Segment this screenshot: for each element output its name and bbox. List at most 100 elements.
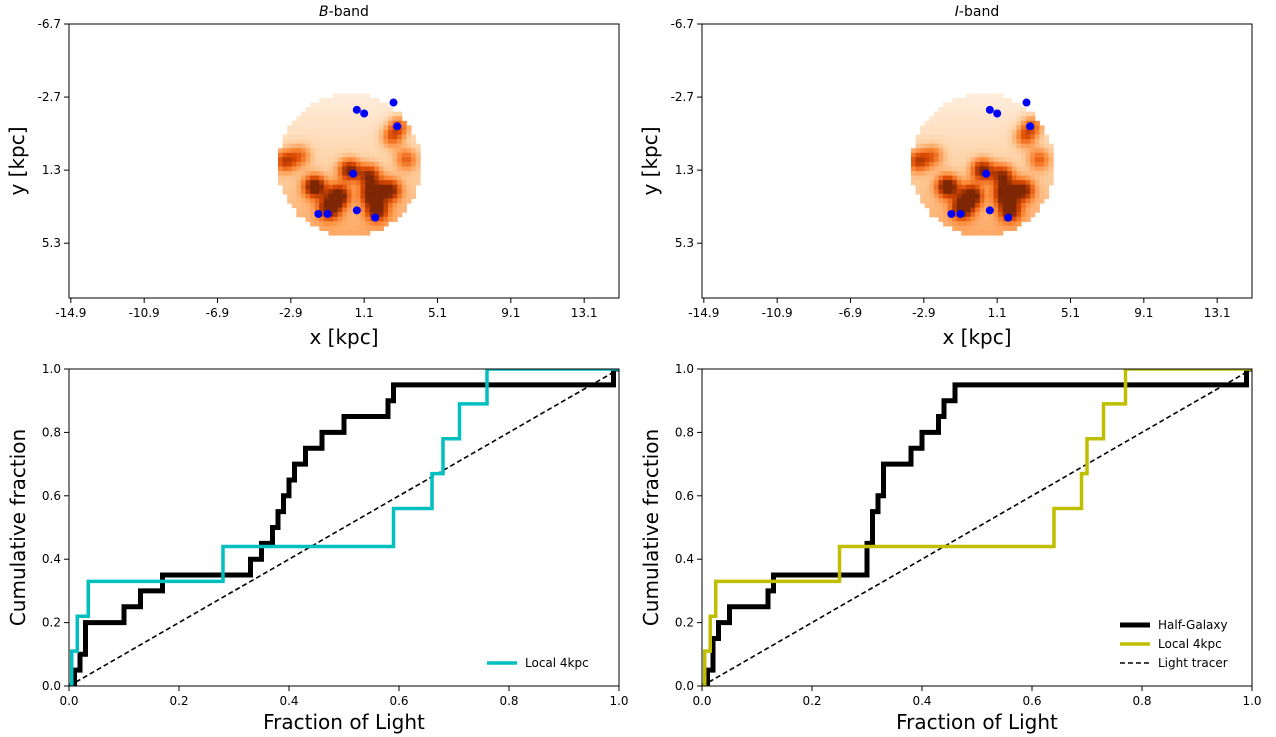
heatmap-cell xyxy=(378,184,385,190)
heatmap-cell xyxy=(360,102,366,108)
heatmap-cell xyxy=(966,189,972,195)
heatmap-cell xyxy=(933,184,940,190)
heatmap-cell xyxy=(966,216,972,222)
heatmap-cell xyxy=(998,116,1004,122)
heatmap-cell xyxy=(392,143,398,149)
heatmap-cell xyxy=(346,152,352,158)
heatmap-cell xyxy=(933,129,940,136)
heatmap-cell xyxy=(351,125,357,131)
heatmap-cell xyxy=(401,139,407,145)
heatmap-cell xyxy=(310,180,316,186)
x-tick-label: 0.0 xyxy=(692,694,711,708)
heatmap-cell xyxy=(915,161,921,168)
heatmap-cell xyxy=(911,152,917,158)
heatmap-cell xyxy=(310,148,316,154)
y-axis-title: y [kpc] xyxy=(638,126,662,195)
heatmap-cell xyxy=(305,207,311,213)
heatmap-cell xyxy=(979,129,985,136)
heatmap-cell xyxy=(360,193,366,200)
heatmap-cell xyxy=(988,193,995,200)
heatmap-cell xyxy=(383,102,389,108)
heatmap-cell xyxy=(984,175,990,181)
heatmap-cell xyxy=(401,180,407,186)
heatmap-cell xyxy=(975,216,981,222)
heatmap-cell xyxy=(388,157,394,163)
plot-frame xyxy=(68,368,620,687)
heatmap-cell xyxy=(355,225,362,232)
heatmap-cell xyxy=(374,107,380,113)
heatmap-cell xyxy=(333,180,339,186)
heatmap-cell xyxy=(388,125,394,131)
heatmap-cell xyxy=(998,102,1004,108)
heatmap-cell xyxy=(415,157,421,163)
heatmap-cell xyxy=(1007,203,1013,209)
heatmap-cell xyxy=(1002,221,1008,227)
heatmap-cell xyxy=(966,125,972,131)
heatmap-cell xyxy=(365,116,371,122)
heatmap-cell xyxy=(966,157,972,163)
heatmap-cell xyxy=(1021,161,1027,168)
plot-area xyxy=(702,369,1252,686)
heatmap-cell xyxy=(365,203,371,209)
heatmap-cell xyxy=(952,139,958,145)
y-tick-label: 0.2 xyxy=(675,616,694,630)
heatmap-cell xyxy=(1016,203,1022,209)
legend-label: Half-Galaxy xyxy=(1158,618,1228,632)
heatmap-cell xyxy=(333,198,339,204)
heatmap-cell xyxy=(993,161,999,168)
heatmap-cell xyxy=(924,157,930,163)
heatmap-cell xyxy=(924,175,930,181)
heatmap-cell xyxy=(282,166,288,172)
heatmap-cell xyxy=(1030,180,1036,186)
heatmap-cell xyxy=(975,189,981,195)
heatmap-cell xyxy=(397,207,403,213)
heatmap-cell xyxy=(310,161,316,168)
y-tick-label: 0.6 xyxy=(675,489,694,503)
heatmap-cell xyxy=(287,129,293,136)
heatmap-cell xyxy=(291,120,297,126)
heatmap-cell xyxy=(282,175,288,181)
heatmap-cell xyxy=(966,139,972,145)
heatmap-cell xyxy=(998,184,1004,190)
panel-title: B-band xyxy=(319,4,369,20)
heatmap-cell xyxy=(943,161,949,168)
heatmap-cell xyxy=(943,184,949,190)
heatmap-cell xyxy=(924,143,930,149)
heatmap-cell xyxy=(956,125,963,131)
heatmap-cell xyxy=(410,148,417,154)
heatmap-cell xyxy=(310,102,316,108)
heatmap-cell xyxy=(1011,198,1018,204)
heatmap-cell xyxy=(287,171,293,177)
heatmap-cell xyxy=(929,166,935,172)
heatmap-cell xyxy=(374,221,380,227)
heatmap-cell xyxy=(970,193,976,200)
heatmap-cell xyxy=(319,152,325,158)
heatmap-cell xyxy=(378,166,385,172)
heatmap-cell xyxy=(1016,216,1022,222)
heatmap-cell xyxy=(392,180,398,186)
heatmap-cell xyxy=(392,198,398,204)
heatmap-cell xyxy=(374,157,380,163)
heatmap-cell xyxy=(956,166,963,172)
heatmap-cell xyxy=(956,152,963,158)
plot-frame xyxy=(701,368,1253,687)
heatmap-cell xyxy=(1025,143,1031,149)
heatmap-cell xyxy=(952,216,958,222)
heatmap-cell xyxy=(938,193,944,200)
heatmap-cell xyxy=(365,184,371,190)
heatmap-cell xyxy=(392,203,398,209)
heatmap-cell xyxy=(378,148,385,154)
heatmap-cell xyxy=(342,203,348,209)
heatmap-cell xyxy=(961,125,967,131)
heatmap-cell xyxy=(1002,175,1008,181)
heatmap-cell xyxy=(410,161,417,168)
heatmap-cell xyxy=(938,216,944,222)
heatmap-cell xyxy=(333,193,339,200)
heatmap-cell xyxy=(1007,116,1013,122)
heatmap-cell xyxy=(988,203,995,209)
heatmap-cell xyxy=(961,184,967,190)
data-point xyxy=(352,105,361,114)
heatmap-cell xyxy=(1034,180,1040,186)
heatmap-cell xyxy=(328,189,334,195)
heatmap-cell xyxy=(1011,184,1018,190)
